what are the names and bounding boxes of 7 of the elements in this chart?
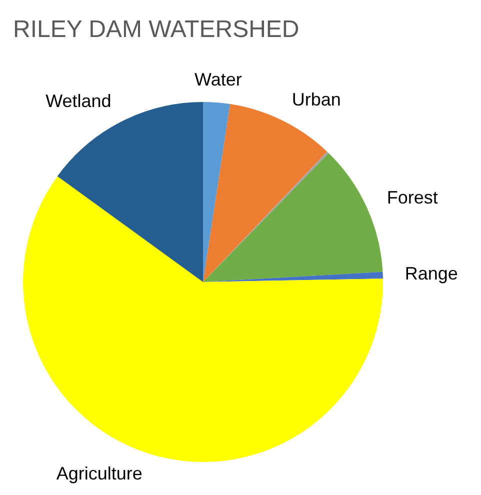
chart-title: RILEY DAM WATERSHED xyxy=(13,16,300,43)
slice-label: Range xyxy=(404,263,458,284)
slice-label: Forest xyxy=(386,187,438,208)
slice-label: Agriculture xyxy=(56,464,142,484)
slice-label: Wetland xyxy=(46,90,112,111)
slice-label: Water xyxy=(194,70,242,90)
slice-label: Urban xyxy=(292,90,341,110)
